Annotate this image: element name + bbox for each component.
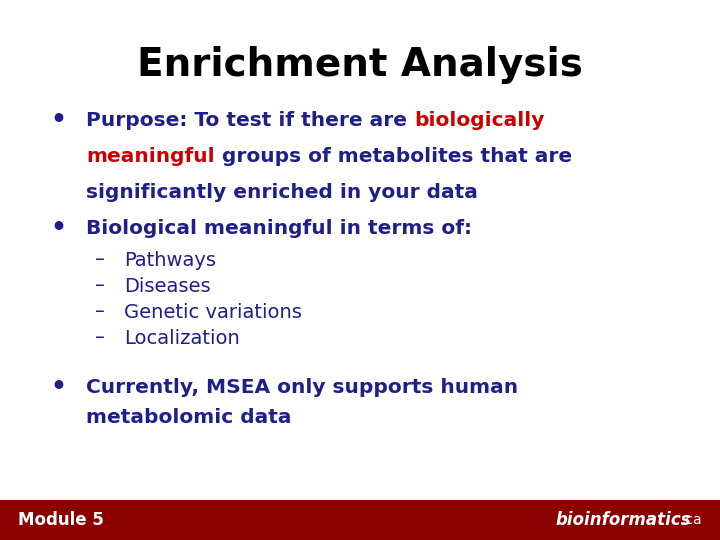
Text: –: – [95, 276, 105, 295]
Text: Purpose: To test if there are: Purpose: To test if there are [86, 111, 415, 130]
Text: •: • [50, 108, 66, 132]
Text: Genetic variations: Genetic variations [124, 303, 302, 322]
Text: –: – [95, 250, 105, 269]
Text: •: • [50, 216, 66, 240]
Text: Pathways: Pathways [124, 251, 216, 270]
Text: metabolomic data: metabolomic data [86, 408, 292, 427]
Text: –: – [95, 328, 105, 347]
Text: Biological meaningful in terms of:: Biological meaningful in terms of: [86, 219, 472, 238]
Text: biologically: biologically [415, 111, 545, 130]
Text: Diseases: Diseases [124, 277, 210, 296]
Text: .ca: .ca [681, 513, 702, 527]
Text: –: – [95, 302, 105, 321]
Bar [0, 500, 720, 540]
Text: Module 5: Module 5 [18, 511, 104, 529]
Text: Enrichment Analysis: Enrichment Analysis [137, 46, 583, 84]
Text: Currently, MSEA only supports human: Currently, MSEA only supports human [86, 378, 518, 397]
Text: Localization: Localization [124, 329, 240, 348]
Text: groups of metabolites that are: groups of metabolites that are [215, 147, 572, 166]
Text: significantly enriched in your data: significantly enriched in your data [86, 183, 478, 201]
Text: meaningful: meaningful [86, 147, 215, 166]
Text: bioinformatics: bioinformatics [556, 511, 691, 529]
Text: •: • [50, 375, 66, 399]
